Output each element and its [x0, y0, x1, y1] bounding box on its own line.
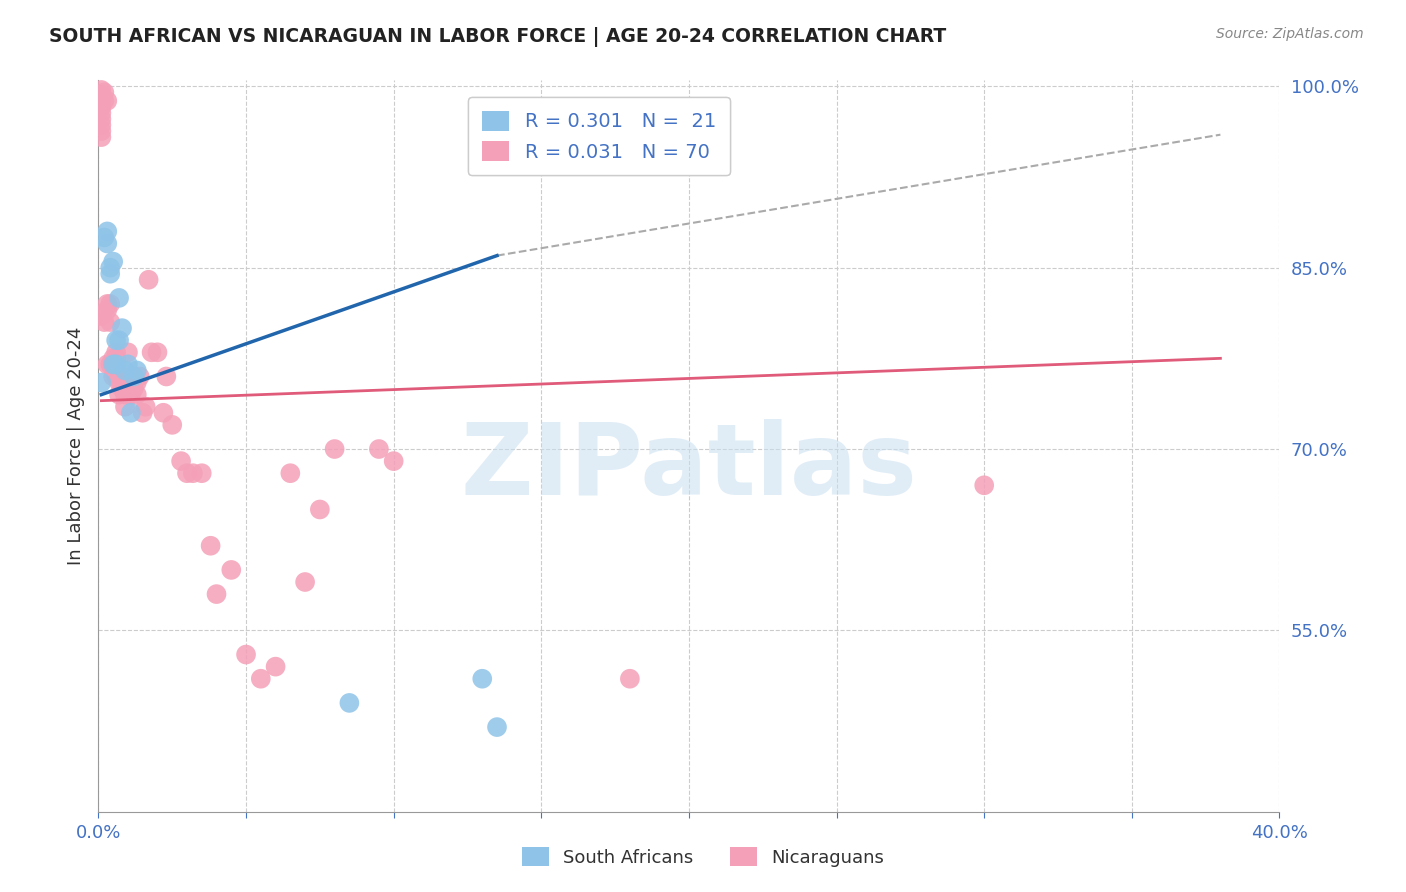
- Point: [294, 574, 316, 589]
- Point: [125, 376, 148, 390]
- Point: [93, 86, 115, 100]
- Point: [114, 400, 136, 414]
- Point: [103, 369, 125, 384]
- Point: [120, 382, 142, 396]
- Point: [90, 130, 112, 145]
- Point: [103, 351, 125, 366]
- Point: [264, 659, 287, 673]
- Point: [96, 224, 118, 238]
- Point: [108, 369, 131, 384]
- Point: [117, 387, 139, 401]
- Point: [98, 267, 121, 281]
- Point: [152, 406, 174, 420]
- Point: [125, 363, 148, 377]
- Point: [176, 466, 198, 480]
- Point: [90, 118, 112, 132]
- Point: [973, 478, 995, 492]
- Point: [181, 466, 204, 480]
- Point: [90, 112, 112, 126]
- Point: [486, 720, 509, 734]
- Point: [135, 400, 157, 414]
- Point: [122, 369, 145, 384]
- Point: [108, 333, 131, 347]
- Point: [323, 442, 346, 456]
- Point: [111, 382, 134, 396]
- Point: [120, 406, 142, 420]
- Point: [471, 672, 494, 686]
- Point: [90, 309, 112, 323]
- Point: [117, 358, 139, 372]
- Point: [128, 369, 150, 384]
- Point: [105, 333, 128, 347]
- Point: [114, 387, 136, 401]
- Point: [93, 315, 115, 329]
- Point: [235, 648, 257, 662]
- Point: [108, 291, 131, 305]
- Point: [114, 363, 136, 377]
- Point: [103, 358, 125, 372]
- Point: [120, 387, 142, 401]
- Point: [309, 502, 332, 516]
- Point: [191, 466, 214, 480]
- Point: [141, 345, 163, 359]
- Point: [250, 672, 273, 686]
- Point: [105, 351, 128, 366]
- Point: [155, 369, 177, 384]
- Legend: South Africans, Nicaraguans: South Africans, Nicaraguans: [515, 840, 891, 874]
- Point: [105, 358, 128, 372]
- Point: [339, 696, 361, 710]
- Point: [105, 345, 128, 359]
- Point: [146, 345, 169, 359]
- Point: [96, 358, 118, 372]
- Point: [90, 87, 112, 102]
- Point: [132, 406, 155, 420]
- Point: [205, 587, 228, 601]
- Point: [90, 376, 112, 390]
- Point: [368, 442, 391, 456]
- Point: [98, 297, 121, 311]
- Point: [200, 539, 222, 553]
- Point: [93, 230, 115, 244]
- Point: [90, 100, 112, 114]
- Point: [98, 260, 121, 275]
- Point: [90, 83, 112, 97]
- Y-axis label: In Labor Force | Age 20-24: In Labor Force | Age 20-24: [66, 326, 84, 566]
- Point: [108, 387, 131, 401]
- Point: [382, 454, 405, 468]
- Legend: R = 0.301   N =  21, R = 0.031   N = 70: R = 0.301 N = 21, R = 0.031 N = 70: [468, 97, 730, 176]
- Text: Source: ZipAtlas.com: Source: ZipAtlas.com: [1216, 27, 1364, 41]
- Point: [98, 358, 121, 372]
- Point: [619, 672, 641, 686]
- Point: [117, 376, 139, 390]
- Point: [221, 563, 243, 577]
- Point: [103, 254, 125, 268]
- Point: [138, 273, 160, 287]
- Point: [90, 106, 112, 120]
- Point: [96, 297, 118, 311]
- Point: [96, 303, 118, 318]
- Point: [122, 369, 145, 384]
- Point: [117, 345, 139, 359]
- Point: [96, 94, 118, 108]
- Point: [125, 387, 148, 401]
- Point: [90, 124, 112, 138]
- Point: [114, 382, 136, 396]
- Point: [93, 94, 115, 108]
- Point: [96, 236, 118, 251]
- Text: ZIPatlas: ZIPatlas: [461, 419, 917, 516]
- Point: [111, 321, 134, 335]
- Text: SOUTH AFRICAN VS NICARAGUAN IN LABOR FORCE | AGE 20-24 CORRELATION CHART: SOUTH AFRICAN VS NICARAGUAN IN LABOR FOR…: [49, 27, 946, 46]
- Point: [122, 382, 145, 396]
- Point: [111, 369, 134, 384]
- Point: [103, 358, 125, 372]
- Point: [98, 315, 121, 329]
- Point: [90, 94, 112, 108]
- Point: [162, 417, 183, 432]
- Point: [280, 466, 302, 480]
- Point: [108, 376, 131, 390]
- Point: [105, 369, 128, 384]
- Point: [170, 454, 193, 468]
